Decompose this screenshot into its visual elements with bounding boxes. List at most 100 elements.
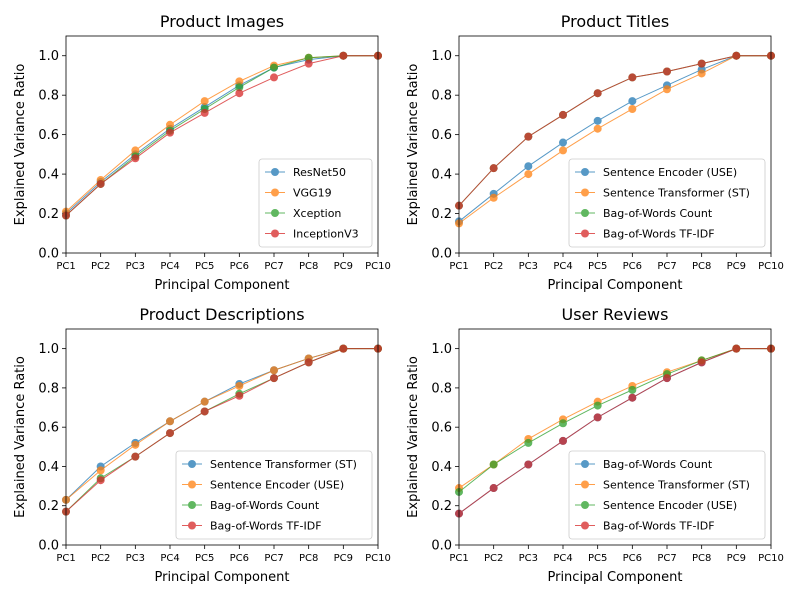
x-tick-label: PC1 xyxy=(449,261,468,272)
y-tick-label: 0.6 xyxy=(431,128,452,143)
legend-marker xyxy=(581,209,589,217)
data-point xyxy=(489,484,498,493)
y-tick-label: 0.4 xyxy=(431,168,452,183)
data-point xyxy=(697,69,706,78)
y-tick-label: 0.8 xyxy=(38,89,59,104)
legend-label: VGG19 xyxy=(293,187,332,200)
data-point xyxy=(200,97,209,106)
subplot-title: Product Images xyxy=(160,12,284,31)
x-tick-label: PC10 xyxy=(758,261,784,272)
legend-swatch xyxy=(182,480,202,489)
data-point xyxy=(131,452,140,461)
series-line xyxy=(65,348,378,501)
y-tick-label: 1.0 xyxy=(431,49,452,64)
series-bag-of-words-tf-idf xyxy=(455,344,775,518)
x-tick-label: PC4 xyxy=(553,261,572,272)
y-tick-label: 0.6 xyxy=(38,128,59,143)
subplot-1: Product Images 0.0 0.2 0.4 0.6 0.8 1.0 PC1 PC2 PC… xyxy=(13,12,391,293)
legend-marker xyxy=(581,501,589,509)
x-tick-label: PC4 xyxy=(160,261,179,272)
series-line xyxy=(65,55,378,214)
data-point xyxy=(524,170,533,179)
data-point xyxy=(270,366,278,375)
legend: Bag-of-Words Count Sentence Transformer (… xyxy=(568,450,766,540)
x-tick-label: PC4 xyxy=(553,553,572,564)
x-tick-label: PC8 xyxy=(692,261,711,272)
y-tick-label: 1.0 xyxy=(38,342,59,357)
legend-label: ResNet50 xyxy=(293,166,346,179)
y-tick-label: 0.8 xyxy=(431,89,452,104)
y-tick-label: 0.0 xyxy=(38,539,59,554)
legend-marker xyxy=(271,188,279,197)
legend-marker xyxy=(271,209,279,217)
legend-label: Sentence Encoder (USE) xyxy=(210,479,344,492)
x-axis-label: Principal Component xyxy=(154,278,289,293)
x-tick-label: PC3 xyxy=(519,261,538,272)
data-point xyxy=(96,179,105,188)
series-line xyxy=(458,348,771,514)
legend-swatch xyxy=(265,188,285,197)
x-tick-label: PC9 xyxy=(334,261,353,272)
axes-frame xyxy=(65,328,379,546)
data-point xyxy=(732,344,741,353)
legend-label: Bag-of-Words TF-IDF xyxy=(603,520,715,533)
data-point xyxy=(166,128,174,137)
x-tick-label: PC6 xyxy=(230,553,249,564)
x-tick-label: PC6 xyxy=(623,553,642,564)
data-point xyxy=(628,393,637,402)
y-tick-label: 1.0 xyxy=(431,342,452,357)
legend-label: Bag-of-Words Count xyxy=(603,458,713,471)
data-point xyxy=(270,63,278,72)
legend: ResNet50 VGG19 Xception InceptionV3 xyxy=(258,158,373,248)
x-tick-label: PC8 xyxy=(299,261,318,272)
data-point xyxy=(593,401,602,410)
legend-marker xyxy=(581,168,589,176)
y-tick-label: 0.4 xyxy=(38,460,59,475)
legend-label: Sentence Transformer (ST) xyxy=(210,458,357,471)
legend-swatch xyxy=(575,460,595,468)
legend-swatch xyxy=(182,501,202,509)
series-line xyxy=(458,55,771,206)
legend-box xyxy=(568,450,766,540)
x-tick-label: PC2 xyxy=(484,553,503,564)
legend-swatch xyxy=(575,209,595,217)
data-point xyxy=(663,85,671,94)
legend-marker xyxy=(271,229,279,238)
series-bag-of-words-tf-idf xyxy=(455,51,775,210)
data-point xyxy=(166,120,174,129)
legend-label: Sentence Encoder (USE) xyxy=(603,166,737,179)
x-tick-label: PC6 xyxy=(623,261,642,272)
x-tick-label: PC10 xyxy=(758,553,784,564)
data-point xyxy=(270,73,278,82)
legend-swatch xyxy=(575,168,595,176)
data-point xyxy=(235,77,244,86)
y-axis-label: Explained Variance Ratio xyxy=(406,64,421,226)
y-tick-label: 0.2 xyxy=(431,499,452,514)
x-tick-label: PC4 xyxy=(160,553,179,564)
y-tick-label: 0.2 xyxy=(38,207,59,222)
subplot-2: Product Titles 0.0 0.2 0.4 0.6 0.8 1.0 PC1 PC2 PC… xyxy=(406,12,784,293)
data-point xyxy=(559,110,567,119)
x-tick-label: PC2 xyxy=(484,261,503,272)
data-point xyxy=(593,124,602,133)
x-tick-label: PC1 xyxy=(56,261,75,272)
data-point xyxy=(628,73,637,82)
legend-label: Bag-of-Words Count xyxy=(210,499,320,512)
x-tick-label: PC3 xyxy=(519,553,538,564)
subplot-3: Product Descriptions 0.0 0.2 0.4 0.6 0.8 1.0 PC… xyxy=(13,305,391,585)
legend-box xyxy=(258,158,373,248)
data-point xyxy=(732,51,741,60)
legend-swatch xyxy=(575,188,595,197)
legend-marker xyxy=(581,521,589,530)
legend: Sentence Encoder (USE) Sentence Transform… xyxy=(568,158,766,248)
data-point xyxy=(131,154,140,163)
x-tick-label: PC1 xyxy=(56,553,75,564)
data-point xyxy=(559,436,567,445)
y-axis-label: Explained Variance Ratio xyxy=(13,64,28,226)
series-line xyxy=(65,55,378,216)
data-point xyxy=(96,476,105,485)
data-point xyxy=(304,59,313,68)
legend-marker xyxy=(188,501,196,509)
x-tick-label: PC10 xyxy=(365,261,391,272)
series-line xyxy=(65,348,378,512)
